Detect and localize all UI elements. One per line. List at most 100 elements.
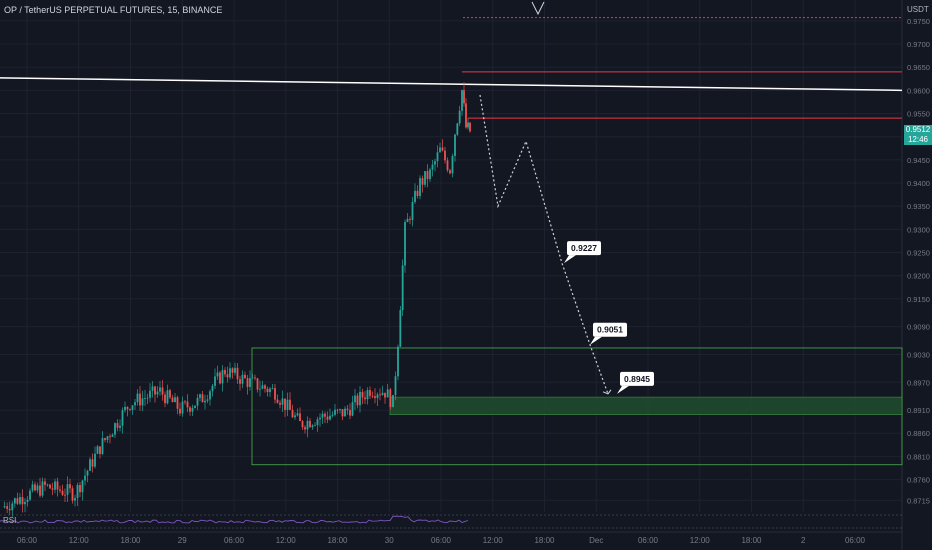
candle-body xyxy=(463,90,465,104)
candle-body xyxy=(246,378,249,387)
candle-body xyxy=(221,370,224,384)
y-tick-label: 0.9400 xyxy=(907,179,930,188)
candle-body xyxy=(436,152,439,162)
candle-body xyxy=(441,147,444,151)
candle-body xyxy=(89,459,91,471)
candle-body xyxy=(286,399,289,410)
candle-body xyxy=(176,397,179,409)
candle-body xyxy=(244,374,246,379)
x-tick-label: 2 xyxy=(801,536,806,545)
candle-body xyxy=(196,397,199,406)
candle-body xyxy=(49,484,51,489)
candle-body xyxy=(411,201,414,220)
candle-body xyxy=(409,218,411,220)
y-tick-label: 0.9450 xyxy=(907,156,930,165)
candle-body xyxy=(13,498,16,504)
candle-body xyxy=(289,399,291,410)
candle-body xyxy=(264,385,266,389)
candle-body xyxy=(276,399,279,403)
candle-body xyxy=(21,497,24,505)
bar-countdown: 12:46 xyxy=(907,135,929,144)
candle-body xyxy=(346,408,349,411)
candle-body xyxy=(36,485,39,491)
candle-body xyxy=(101,438,104,454)
candle-body xyxy=(111,434,114,437)
candle-body xyxy=(461,90,463,111)
y-tick-label: 0.9550 xyxy=(907,110,930,119)
candle-body xyxy=(216,372,219,377)
candle-body xyxy=(376,394,379,399)
candle-body xyxy=(281,398,284,405)
y-tick-label: 0.9300 xyxy=(907,225,930,234)
y-tick-label: 0.8810 xyxy=(907,452,930,461)
candle-body xyxy=(84,475,86,481)
candle-body xyxy=(66,484,69,495)
candle-body xyxy=(284,398,286,410)
candle-body xyxy=(296,413,299,416)
candle-body xyxy=(199,394,201,398)
candle-body xyxy=(69,484,71,489)
candle-body xyxy=(465,103,467,128)
x-tick-label: 18:00 xyxy=(741,536,762,545)
candle-body xyxy=(86,470,89,476)
candle-body xyxy=(321,413,324,418)
candle-body xyxy=(99,446,101,454)
x-tick-label: 12:00 xyxy=(69,536,90,545)
candle-body xyxy=(311,425,314,428)
candle-body xyxy=(401,265,404,311)
candle-body xyxy=(109,436,111,438)
candle-body xyxy=(371,395,374,397)
candle-body xyxy=(434,161,436,165)
candle-body xyxy=(141,398,144,406)
candle-body xyxy=(309,420,311,428)
candle-body xyxy=(41,481,44,496)
candles-group xyxy=(3,82,471,517)
x-tick-label: 18:00 xyxy=(327,536,348,545)
candle-body xyxy=(76,484,79,499)
price-callout: 0.8945 xyxy=(617,371,654,394)
candle-body xyxy=(406,218,409,223)
candle-body xyxy=(349,410,351,416)
candle-body xyxy=(166,390,169,404)
candle-body xyxy=(361,391,364,398)
candle-body xyxy=(424,171,426,185)
candle-body xyxy=(261,385,264,389)
candle-body xyxy=(341,409,344,417)
candle-body xyxy=(3,506,6,508)
candle-body xyxy=(344,408,346,417)
candle-body xyxy=(159,387,161,392)
candle-body xyxy=(451,155,454,174)
price-callout: 0.9227 xyxy=(564,241,601,264)
candle-body xyxy=(356,395,359,406)
candle-body xyxy=(104,438,106,440)
candle-body xyxy=(34,484,36,491)
descending-trendline xyxy=(0,77,903,92)
candle-body xyxy=(64,494,66,496)
candle-body xyxy=(149,390,151,398)
candle-body xyxy=(364,397,366,400)
candle-body xyxy=(114,423,116,435)
candle-body xyxy=(61,490,64,495)
candle-body xyxy=(299,413,301,422)
rsi-label: RSI xyxy=(3,516,17,525)
candle-body xyxy=(469,122,471,132)
candle-body xyxy=(319,417,321,420)
candle-body xyxy=(294,415,296,418)
candle-body xyxy=(359,391,361,406)
candle-body xyxy=(467,122,469,128)
candle-body xyxy=(416,190,419,197)
candle-body xyxy=(329,415,331,420)
candle-body xyxy=(458,110,461,124)
x-tick-label: 06:00 xyxy=(638,536,659,545)
candle-body xyxy=(39,485,41,496)
demand-zone-fill xyxy=(389,396,903,415)
candle-body xyxy=(314,425,316,426)
candle-body xyxy=(439,147,441,153)
candle-body xyxy=(169,390,171,398)
candle-body xyxy=(241,374,244,384)
x-tick-label: 06:00 xyxy=(845,536,866,545)
candle-body xyxy=(231,368,234,373)
candle-body xyxy=(136,393,139,403)
